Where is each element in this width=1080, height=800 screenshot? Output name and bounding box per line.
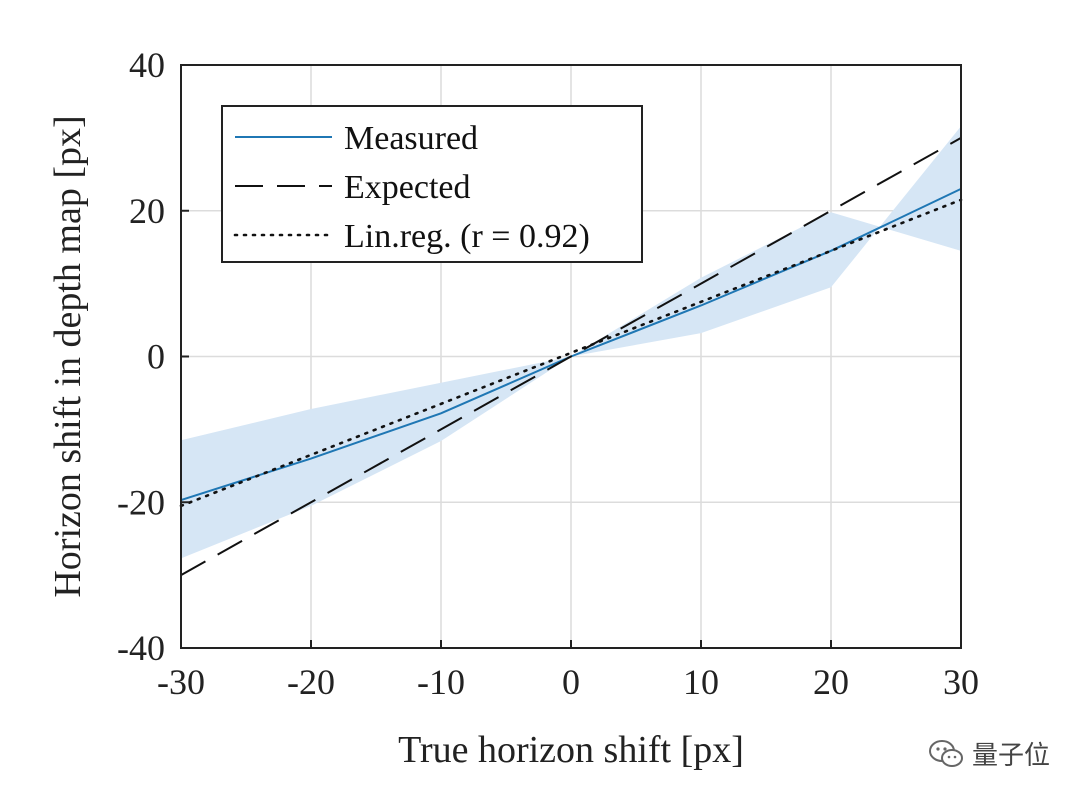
legend-box: [221, 105, 643, 263]
watermark-text: 量子位: [971, 741, 1050, 771]
ticks: [180, 64, 962, 649]
wechat-icon: [928, 739, 964, 769]
x-tick-label: 20: [813, 662, 849, 702]
expected-line: [180, 137, 962, 576]
confidence-band: [181, 126, 961, 559]
x-tick-label: -30: [157, 662, 205, 702]
y-tick-label: 40: [129, 45, 165, 85]
x-axis-label: True horizon shift [px]: [398, 729, 744, 771]
y-tick-label: 20: [129, 191, 165, 231]
x-tick-label: 0: [562, 662, 580, 702]
x-tick-label: -10: [417, 662, 465, 702]
y-tick-labels: -40 -20 0 20 40: [117, 45, 165, 668]
measured-confidence-band: [181, 126, 961, 559]
y-tick-label: 0: [147, 337, 165, 377]
legend-label-expected: Expected: [344, 169, 471, 206]
x-tick-label: 30: [943, 662, 979, 702]
watermark: 量子位: [928, 735, 1050, 772]
legend: Measured Expected Lin.reg. (r = 0.92): [221, 105, 643, 263]
y-tick-label: -40: [117, 628, 165, 668]
series-lines: [179, 137, 963, 576]
x-tick-label: 10: [683, 662, 719, 702]
legend-label-linreg: Lin.reg. (r = 0.92): [344, 218, 590, 255]
x-tick-label: -20: [287, 662, 335, 702]
legend-label-measured: Measured: [344, 120, 478, 157]
x-tick-labels: -30 -20 -10 0 10 20 30: [157, 662, 979, 702]
y-tick-label: -20: [117, 482, 165, 522]
y-axis-label: Horizon shift in depth map [px]: [47, 115, 89, 597]
